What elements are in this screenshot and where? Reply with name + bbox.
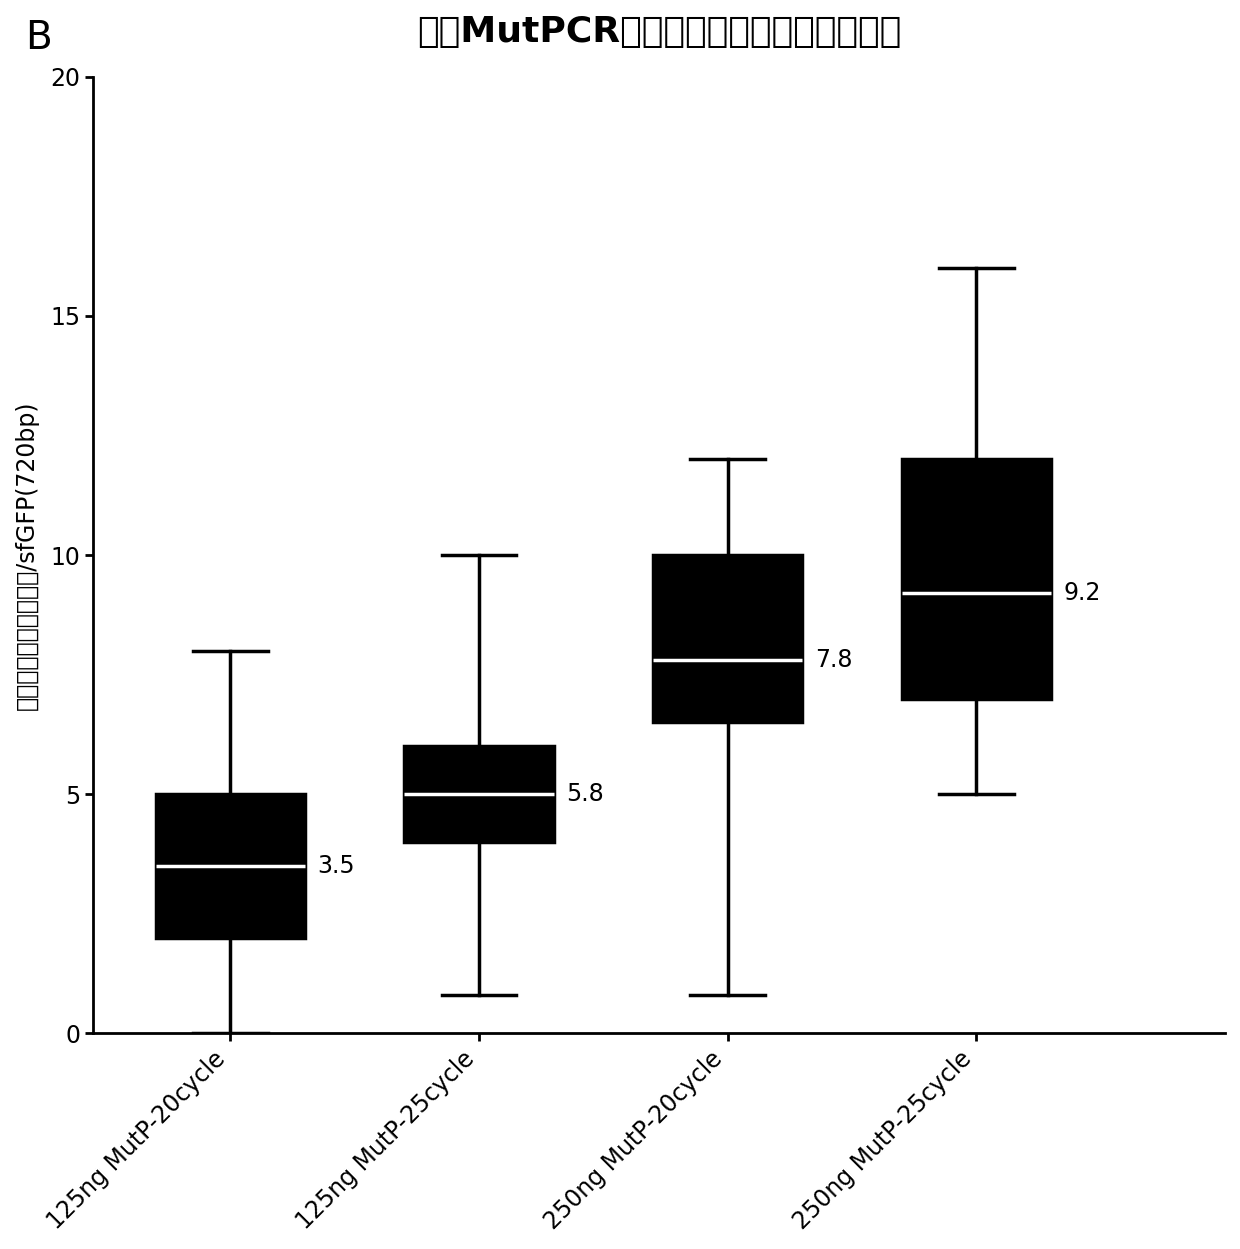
Text: 5.8: 5.8 <box>565 782 604 807</box>
Text: 9.2: 9.2 <box>1064 581 1101 606</box>
Text: 7.8: 7.8 <box>815 648 852 672</box>
PathPatch shape <box>653 555 802 722</box>
Text: 3.5: 3.5 <box>317 854 355 878</box>
Title: 调整MutPCR实验条件可控制产物突变密度: 调整MutPCR实验条件可控制产物突变密度 <box>417 15 901 49</box>
Text: B: B <box>25 19 52 56</box>
Y-axis label: 非同义氨基酸突变数量/sfGFP(720bp): 非同义氨基酸突变数量/sfGFP(720bp) <box>15 401 38 709</box>
PathPatch shape <box>155 794 305 938</box>
PathPatch shape <box>404 747 553 842</box>
PathPatch shape <box>901 460 1052 698</box>
